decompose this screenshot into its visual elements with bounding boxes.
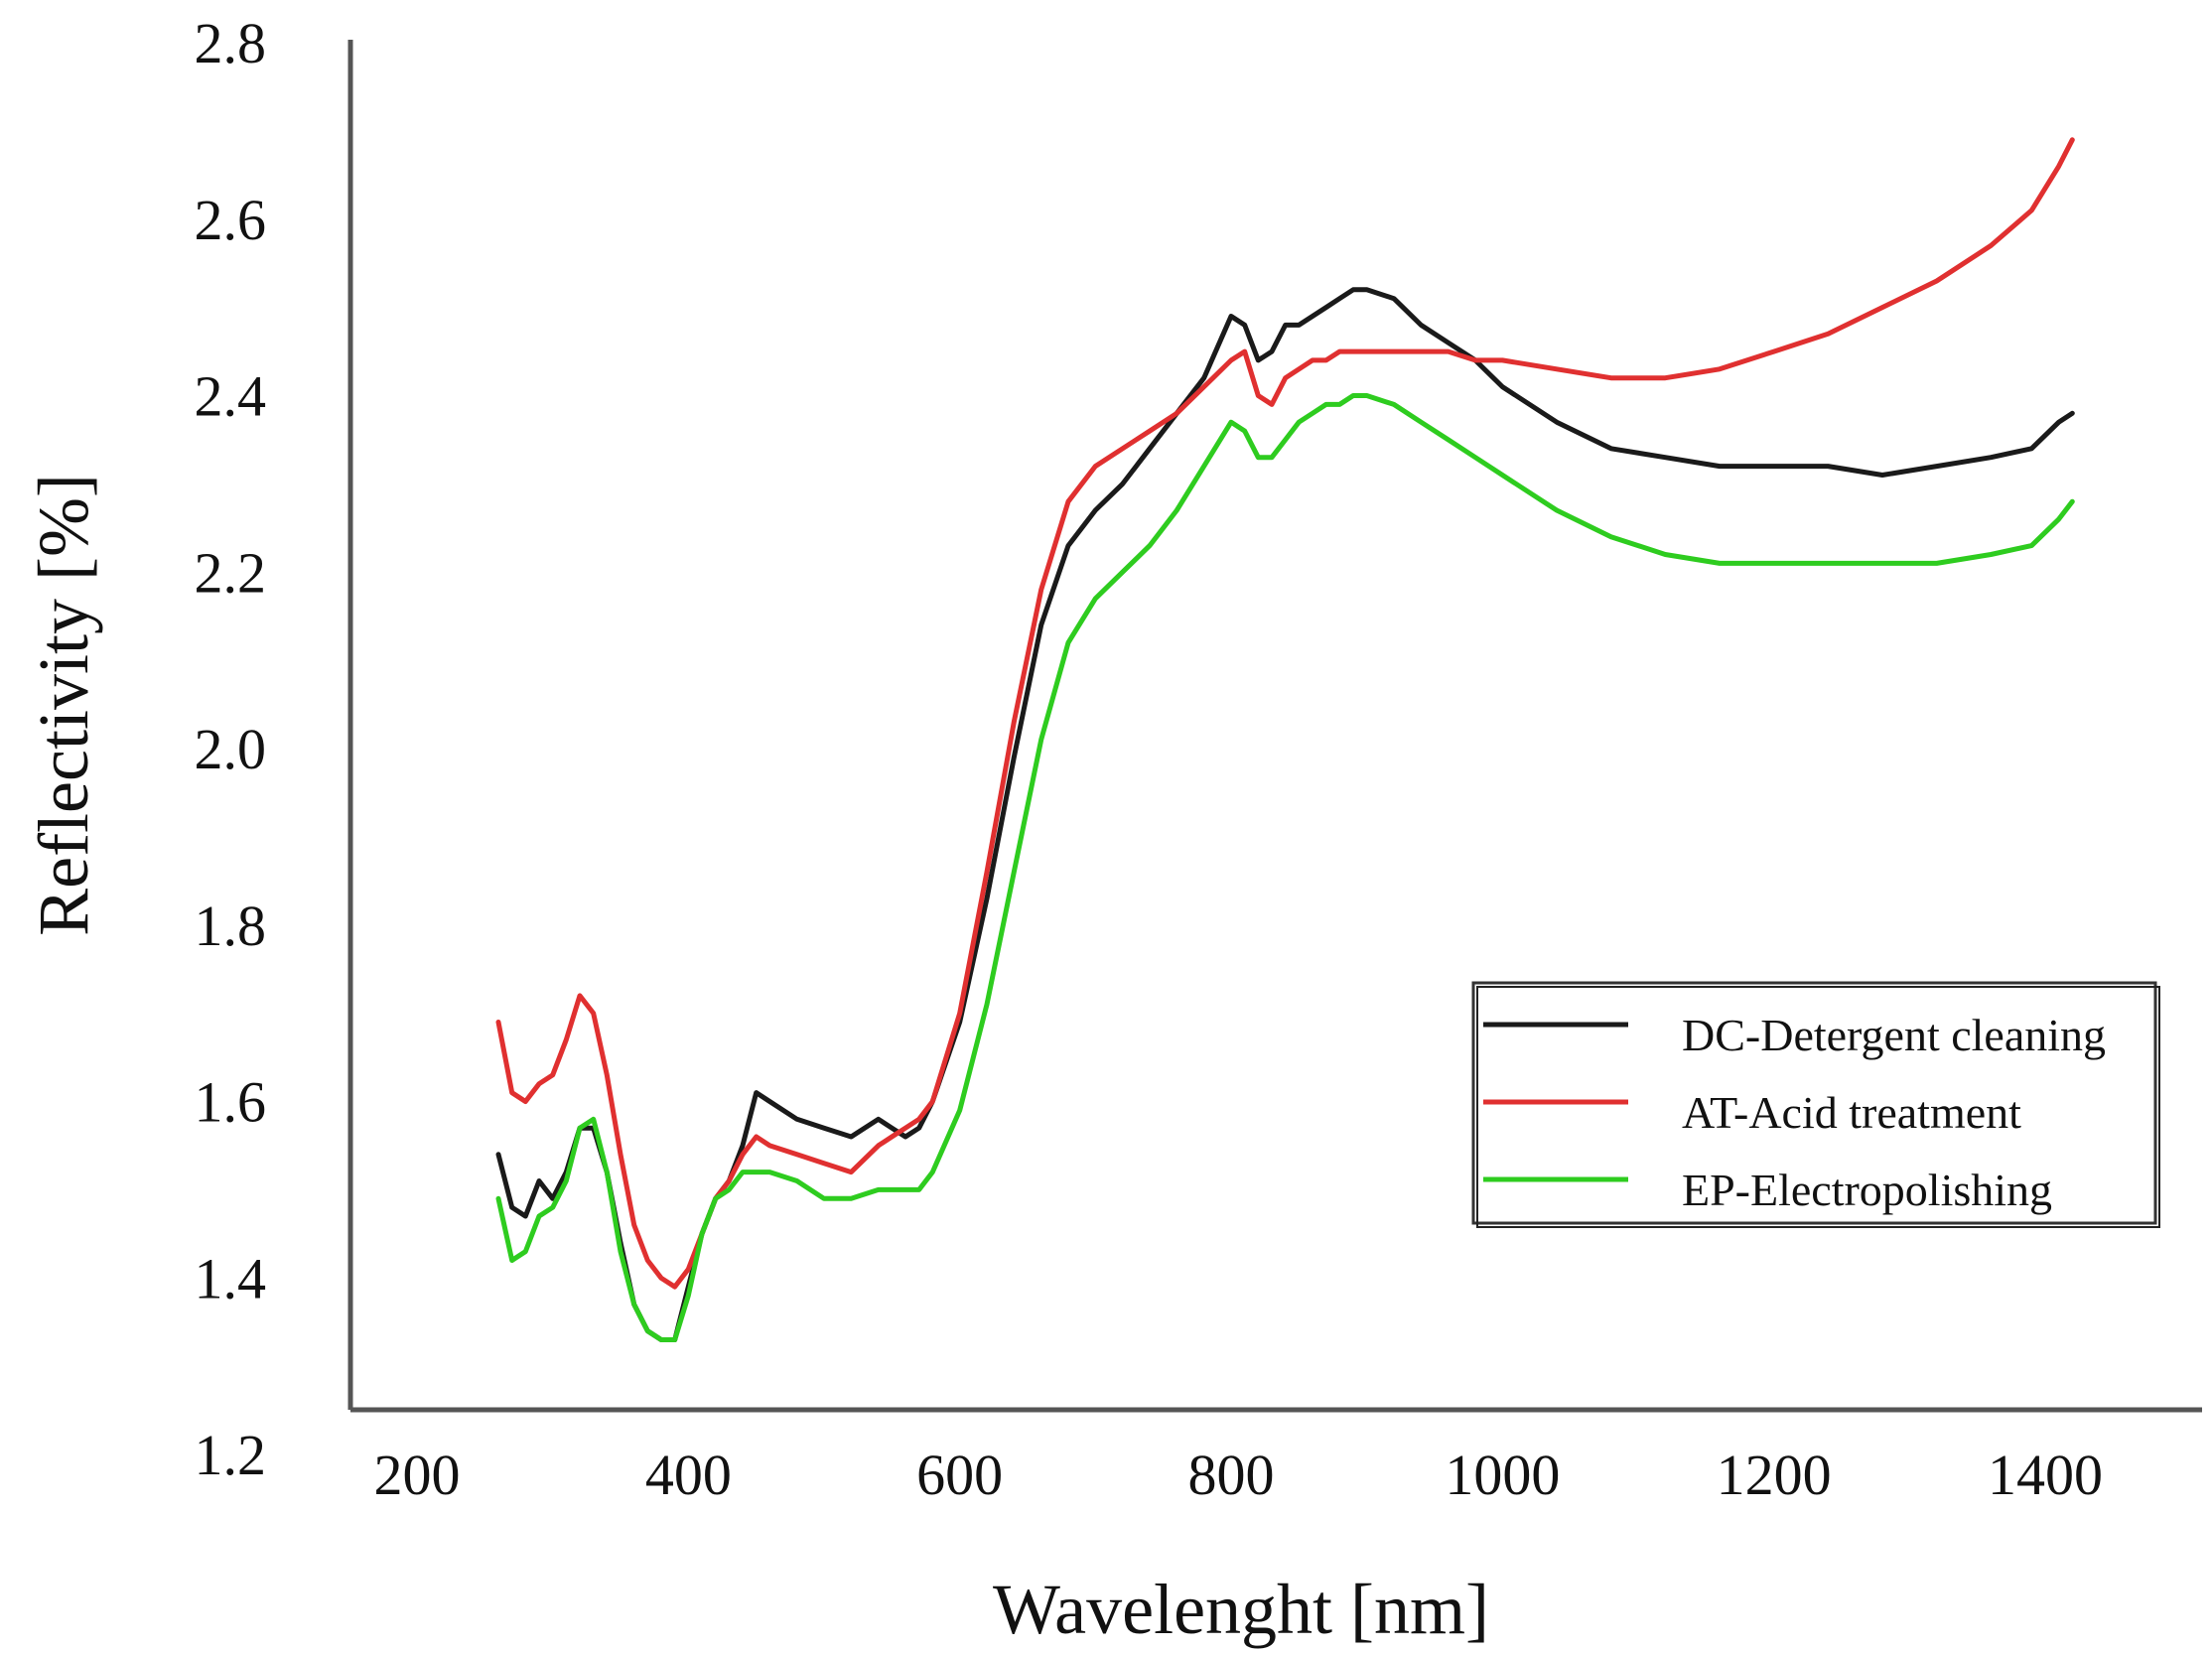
legend: DC-Detergent cleaning AT-Acid treatment EP… — [1471, 981, 2160, 1228]
y-tick-label: 2.2 — [195, 540, 267, 605]
y-tick-label: 2.0 — [195, 717, 267, 781]
y-tick-labels: 1.2 1.4 1.6 1.8 2.0 2.2 2.4 2.6 2.8 — [195, 11, 267, 1487]
y-tick-label: 1.6 — [195, 1070, 267, 1135]
y-tick-label: 2.8 — [195, 11, 267, 75]
y-tick-label: 1.8 — [195, 894, 267, 958]
y-tick-label: 2.6 — [195, 188, 267, 252]
x-tick-label: 1200 — [1717, 1443, 1832, 1507]
x-tick-label: 1400 — [1988, 1443, 2103, 1507]
x-tick-label: 600 — [916, 1443, 1003, 1507]
x-tick-label: 800 — [1188, 1443, 1275, 1507]
y-tick-label: 1.2 — [195, 1423, 267, 1487]
x-tick-label: 200 — [374, 1443, 461, 1507]
legend-label: DC-Detergent cleaning — [1682, 1010, 2106, 1060]
x-tick-label: 400 — [645, 1443, 732, 1507]
legend-label: AT-Acid treatment — [1682, 1087, 2021, 1138]
y-axis-title: Reflectivity [%] — [24, 474, 103, 936]
series-lines — [495, 137, 2075, 1342]
series-line-2 — [495, 137, 2075, 1290]
series-line-3 — [495, 393, 2075, 1342]
y-tick-label: 2.4 — [195, 364, 267, 429]
legend-shadow — [1476, 986, 2160, 1228]
y-tick-label: 1.4 — [195, 1246, 267, 1310]
x-tick-label: 1000 — [1445, 1443, 1560, 1507]
legend-label: EP-Electropolishing — [1682, 1165, 2052, 1215]
x-tick-labels: 200 400 600 800 1000 1200 1400 — [374, 1443, 2104, 1507]
axes — [347, 40, 2202, 1413]
x-axis-title: Wavelenght [nm] — [993, 1570, 1489, 1649]
